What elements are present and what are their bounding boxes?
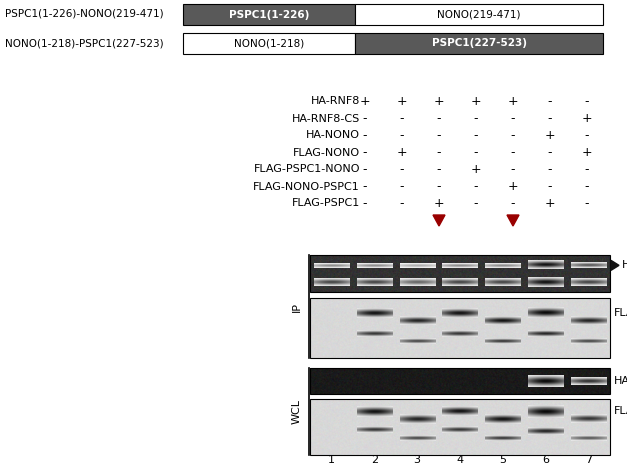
Text: -: -: [474, 146, 478, 159]
Polygon shape: [433, 215, 445, 226]
Text: +: +: [397, 95, 408, 108]
Text: +: +: [434, 95, 445, 108]
Text: -: -: [585, 197, 589, 210]
Text: HA: HA: [622, 261, 627, 270]
Text: -: -: [437, 112, 441, 125]
Text: HA-RNF8-CS: HA-RNF8-CS: [292, 113, 360, 123]
Text: -: -: [400, 180, 404, 193]
Polygon shape: [507, 215, 519, 226]
Text: -: -: [474, 129, 478, 142]
Text: -: -: [474, 112, 478, 125]
Text: -: -: [548, 112, 552, 125]
Text: -: -: [400, 163, 404, 176]
Text: +: +: [582, 112, 593, 125]
Text: 1: 1: [328, 455, 335, 465]
Text: +: +: [508, 180, 519, 193]
Bar: [356, 33, 603, 54]
Text: -: -: [437, 180, 441, 193]
Text: NONO(1-218)-PSPC1(227-523): NONO(1-218)-PSPC1(227-523): [5, 38, 164, 48]
Text: FLAG-PSPC1: FLAG-PSPC1: [292, 198, 360, 208]
Text: FLAG: FLAG: [614, 308, 627, 318]
Text: +: +: [545, 197, 556, 210]
Text: FLAG-PSPC1-NONO: FLAG-PSPC1-NONO: [253, 164, 360, 175]
Text: -: -: [548, 146, 552, 159]
Text: +: +: [545, 129, 556, 142]
Text: -: -: [511, 163, 515, 176]
Bar: [310, 368, 610, 394]
Text: FLAG-NONO-PSPC1: FLAG-NONO-PSPC1: [253, 182, 360, 191]
Text: NONO(219-471): NONO(219-471): [438, 9, 521, 20]
Text: -: -: [437, 163, 441, 176]
Text: 6: 6: [542, 455, 549, 465]
Text: FLAG: FLAG: [614, 406, 627, 416]
Text: 5: 5: [499, 455, 507, 465]
Text: -: -: [400, 197, 404, 210]
Text: -: -: [585, 95, 589, 108]
Text: +: +: [471, 163, 482, 176]
Text: NONO(1-218): NONO(1-218): [234, 38, 304, 49]
Bar: [183, 4, 356, 25]
Text: +: +: [471, 95, 482, 108]
Text: -: -: [585, 163, 589, 176]
Polygon shape: [611, 261, 619, 270]
Text: -: -: [363, 112, 367, 125]
Text: +: +: [508, 95, 519, 108]
Text: -: -: [548, 180, 552, 193]
Text: -: -: [474, 197, 478, 210]
Text: 7: 7: [585, 455, 592, 465]
Text: PSPC1(1-226)-NONO(219-471): PSPC1(1-226)-NONO(219-471): [5, 9, 164, 19]
Text: HA-RNF8: HA-RNF8: [310, 97, 360, 106]
Bar: [183, 33, 356, 54]
Text: -: -: [511, 146, 515, 159]
Text: +: +: [434, 197, 445, 210]
Text: IP: IP: [292, 302, 302, 311]
Text: 3: 3: [414, 455, 421, 465]
Text: FLAG-NONO: FLAG-NONO: [293, 148, 360, 157]
Text: -: -: [363, 129, 367, 142]
Text: -: -: [363, 180, 367, 193]
Bar: [310, 298, 610, 358]
Text: -: -: [511, 112, 515, 125]
Text: -: -: [548, 163, 552, 176]
Text: +: +: [360, 95, 371, 108]
Text: -: -: [363, 197, 367, 210]
Text: -: -: [511, 129, 515, 142]
Text: HA: HA: [614, 376, 627, 386]
Text: -: -: [548, 95, 552, 108]
Text: -: -: [400, 112, 404, 125]
Text: +: +: [397, 146, 408, 159]
Text: -: -: [437, 129, 441, 142]
Text: -: -: [363, 146, 367, 159]
Text: WCL: WCL: [292, 399, 302, 424]
Text: -: -: [400, 129, 404, 142]
Text: -: -: [363, 163, 367, 176]
Text: -: -: [437, 146, 441, 159]
Text: PSPC1(227-523): PSPC1(227-523): [431, 38, 527, 49]
Text: -: -: [585, 180, 589, 193]
Bar: [310, 399, 610, 455]
Text: 4: 4: [456, 455, 463, 465]
Text: -: -: [511, 197, 515, 210]
Text: PSPC1(1-226): PSPC1(1-226): [229, 9, 309, 20]
Text: HA-NONO: HA-NONO: [306, 130, 360, 141]
Text: -: -: [585, 129, 589, 142]
Bar: [356, 4, 603, 25]
Text: -: -: [474, 180, 478, 193]
Text: +: +: [582, 146, 593, 159]
Bar: [310, 255, 610, 292]
Text: 2: 2: [371, 455, 378, 465]
